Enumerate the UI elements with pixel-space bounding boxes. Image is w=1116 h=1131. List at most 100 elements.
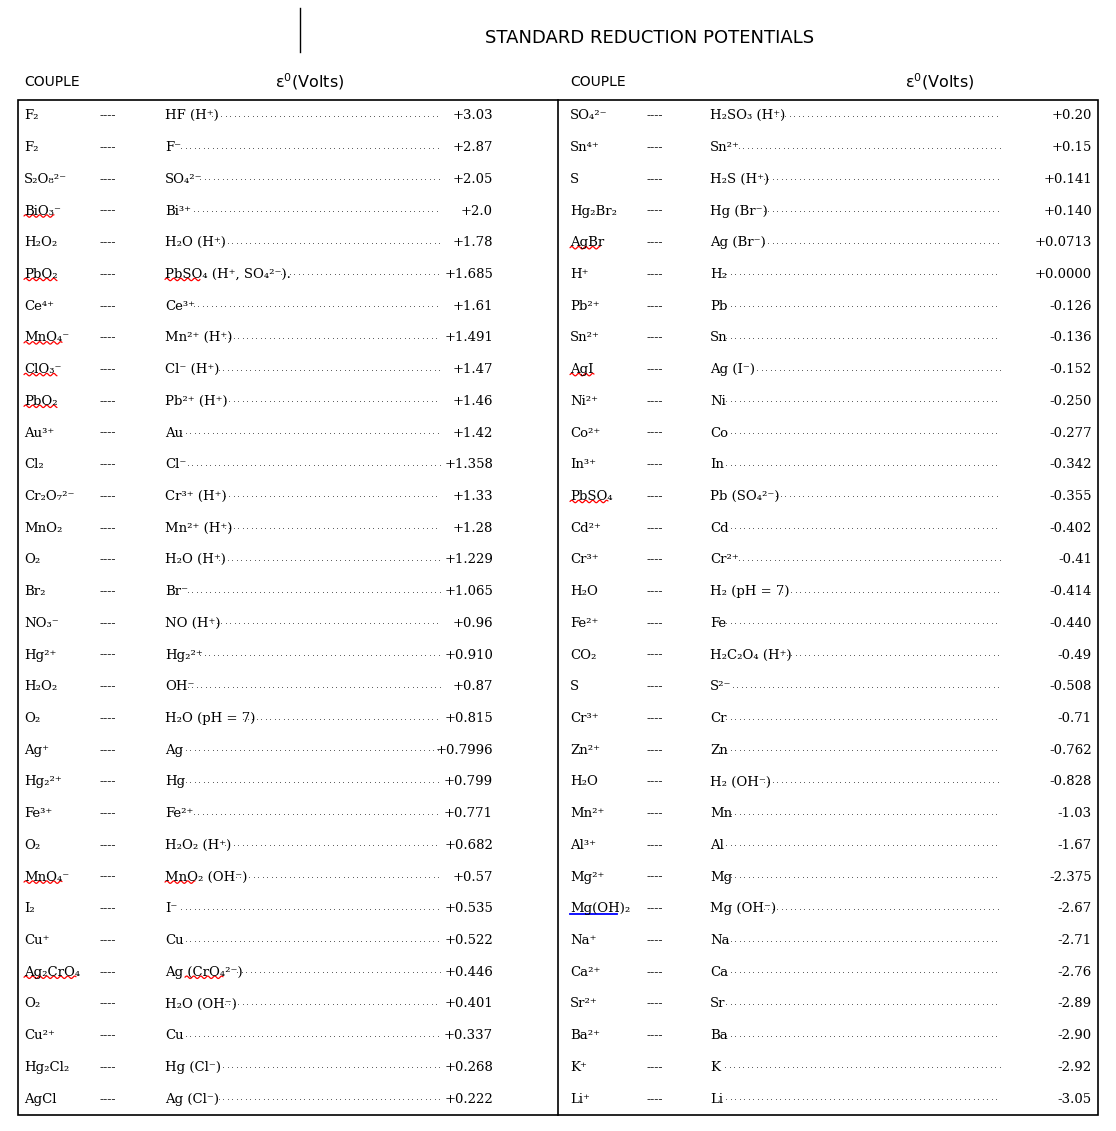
Text: SO₄²⁻: SO₄²⁻ bbox=[165, 173, 203, 185]
Text: Al³⁺: Al³⁺ bbox=[570, 839, 596, 852]
Text: ----: ---- bbox=[647, 205, 663, 217]
Text: Sn⁴⁺: Sn⁴⁺ bbox=[570, 141, 599, 154]
Text: ----: ---- bbox=[647, 553, 663, 567]
Text: -0.136: -0.136 bbox=[1049, 331, 1091, 345]
Text: Zn: Zn bbox=[710, 744, 728, 757]
Text: +0.0713: +0.0713 bbox=[1035, 236, 1091, 249]
Text: O₂: O₂ bbox=[25, 998, 40, 1010]
Text: Ca²⁺: Ca²⁺ bbox=[570, 966, 600, 978]
Text: PbO₂: PbO₂ bbox=[25, 395, 58, 408]
Text: Hg (Cl⁻): Hg (Cl⁻) bbox=[165, 1061, 221, 1074]
Text: H₂O: H₂O bbox=[570, 585, 598, 598]
Text: PbSO₄ (H⁺, SO₄²⁻).: PbSO₄ (H⁺, SO₄²⁻). bbox=[165, 268, 291, 280]
Text: Na⁺: Na⁺ bbox=[570, 934, 596, 947]
Text: +0.140: +0.140 bbox=[1043, 205, 1091, 217]
Text: ----: ---- bbox=[647, 490, 663, 503]
Text: ----: ---- bbox=[99, 1061, 116, 1074]
Text: Br⁻: Br⁻ bbox=[165, 585, 189, 598]
Text: +0.20: +0.20 bbox=[1051, 110, 1091, 122]
Text: Mg²⁺: Mg²⁺ bbox=[570, 871, 605, 883]
Text: ----: ---- bbox=[647, 648, 663, 662]
Text: +0.222: +0.222 bbox=[444, 1093, 493, 1106]
Text: In³⁺: In³⁺ bbox=[570, 458, 596, 472]
Text: +0.337: +0.337 bbox=[444, 1029, 493, 1042]
Text: COUPLE: COUPLE bbox=[570, 75, 626, 89]
Text: Cr₂O₇²⁻: Cr₂O₇²⁻ bbox=[25, 490, 75, 503]
Text: Fe: Fe bbox=[710, 616, 727, 630]
Text: +0.7996: +0.7996 bbox=[435, 744, 493, 757]
Text: ----: ---- bbox=[99, 744, 116, 757]
Text: ----: ---- bbox=[99, 681, 116, 693]
Text: -0.250: -0.250 bbox=[1050, 395, 1091, 408]
Text: +0.15: +0.15 bbox=[1051, 141, 1091, 154]
Text: Mn: Mn bbox=[710, 808, 732, 820]
Text: -0.126: -0.126 bbox=[1049, 300, 1091, 312]
Text: -2.71: -2.71 bbox=[1058, 934, 1091, 947]
Text: Zn²⁺: Zn²⁺ bbox=[570, 744, 600, 757]
Text: ----: ---- bbox=[99, 363, 116, 377]
Text: CO₂: CO₂ bbox=[570, 648, 596, 662]
Text: -0.277: -0.277 bbox=[1049, 426, 1091, 440]
Text: K: K bbox=[710, 1061, 720, 1074]
Text: Ni²⁺: Ni²⁺ bbox=[570, 395, 598, 408]
Text: I⁻: I⁻ bbox=[165, 903, 177, 915]
Text: ----: ---- bbox=[99, 173, 116, 185]
Text: -0.414: -0.414 bbox=[1050, 585, 1091, 598]
Text: MnO₄⁻: MnO₄⁻ bbox=[25, 331, 69, 345]
Text: ----: ---- bbox=[99, 998, 116, 1010]
Text: +1.065: +1.065 bbox=[444, 585, 493, 598]
Text: ----: ---- bbox=[99, 141, 116, 154]
Text: Pb: Pb bbox=[710, 300, 728, 312]
Text: H₂C₂O₄ (H⁺): H₂C₂O₄ (H⁺) bbox=[710, 648, 791, 662]
Text: +0.57: +0.57 bbox=[452, 871, 493, 883]
Text: PbO₂: PbO₂ bbox=[25, 268, 58, 280]
Text: +1.358: +1.358 bbox=[444, 458, 493, 472]
Text: ----: ---- bbox=[99, 521, 116, 535]
Text: ClO₃⁻: ClO₃⁻ bbox=[25, 363, 61, 377]
Text: +1.491: +1.491 bbox=[444, 331, 493, 345]
Text: AgI: AgI bbox=[570, 363, 594, 377]
Text: Mg (OH⁻): Mg (OH⁻) bbox=[710, 903, 776, 915]
Text: ----: ---- bbox=[647, 776, 663, 788]
Text: O₂: O₂ bbox=[25, 839, 40, 852]
Text: Br₂: Br₂ bbox=[25, 585, 46, 598]
Text: +1.229: +1.229 bbox=[444, 553, 493, 567]
Text: +0.401: +0.401 bbox=[444, 998, 493, 1010]
Text: +0.446: +0.446 bbox=[444, 966, 493, 978]
Text: ----: ---- bbox=[99, 808, 116, 820]
Text: Hg: Hg bbox=[165, 776, 185, 788]
Text: ----: ---- bbox=[99, 458, 116, 472]
Text: Mn²⁺: Mn²⁺ bbox=[570, 808, 605, 820]
Text: Fe³⁺: Fe³⁺ bbox=[25, 808, 52, 820]
Text: ----: ---- bbox=[647, 426, 663, 440]
Text: -0.402: -0.402 bbox=[1050, 521, 1091, 535]
Text: Ba: Ba bbox=[710, 1029, 728, 1042]
Text: -0.355: -0.355 bbox=[1049, 490, 1091, 503]
Text: Bi³⁺: Bi³⁺ bbox=[165, 205, 191, 217]
Text: H₂O (OH⁻): H₂O (OH⁻) bbox=[165, 998, 237, 1010]
Text: -0.152: -0.152 bbox=[1050, 363, 1091, 377]
Text: -0.440: -0.440 bbox=[1050, 616, 1091, 630]
Text: ----: ---- bbox=[647, 173, 663, 185]
Text: OH⁻: OH⁻ bbox=[165, 681, 194, 693]
Text: ----: ---- bbox=[647, 903, 663, 915]
Text: +1.33: +1.33 bbox=[452, 490, 493, 503]
Text: ----: ---- bbox=[647, 839, 663, 852]
Text: Hg₂Br₂: Hg₂Br₂ bbox=[570, 205, 617, 217]
Text: MnO₂ (OH⁻): MnO₂ (OH⁻) bbox=[165, 871, 248, 883]
Text: Cr³⁺: Cr³⁺ bbox=[570, 553, 598, 567]
Text: ----: ---- bbox=[99, 426, 116, 440]
Text: -2.67: -2.67 bbox=[1058, 903, 1091, 915]
Text: H⁺: H⁺ bbox=[570, 268, 588, 280]
Text: -1.67: -1.67 bbox=[1058, 839, 1091, 852]
Text: Pb²⁺ (H⁺): Pb²⁺ (H⁺) bbox=[165, 395, 228, 408]
Text: Mg(OH)₂: Mg(OH)₂ bbox=[570, 903, 631, 915]
Text: ----: ---- bbox=[99, 966, 116, 978]
Text: +0.96: +0.96 bbox=[452, 616, 493, 630]
Text: H₂O₂: H₂O₂ bbox=[25, 681, 57, 693]
Text: NO (H⁺): NO (H⁺) bbox=[165, 616, 221, 630]
Text: Cu: Cu bbox=[165, 934, 184, 947]
Text: H₂O₂: H₂O₂ bbox=[25, 236, 57, 249]
Text: Li: Li bbox=[710, 1093, 723, 1106]
Text: -0.828: -0.828 bbox=[1050, 776, 1091, 788]
